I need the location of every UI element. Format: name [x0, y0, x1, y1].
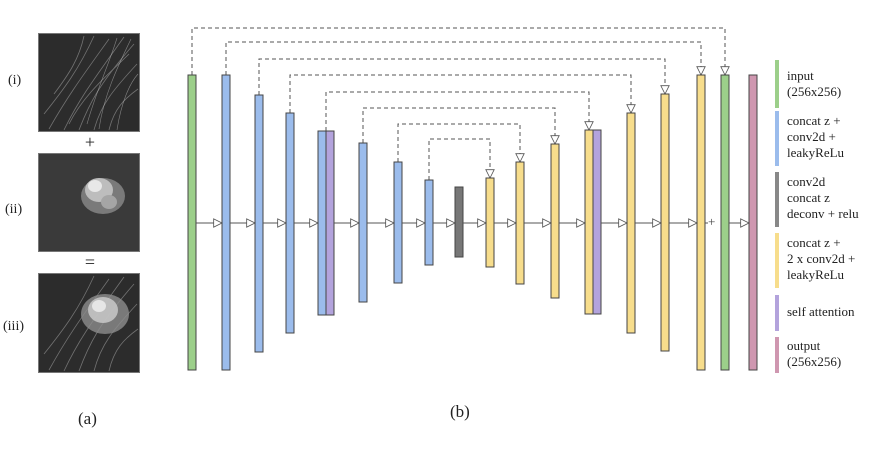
panel-a-caption: (a)	[78, 409, 97, 428]
legend-label-input: input (256x256)	[787, 68, 842, 99]
legend-swatch-attention	[775, 295, 779, 331]
output-block	[748, 74, 758, 371]
legend-swatch-decoder	[775, 233, 779, 288]
legend-label-output: output (256x256)	[787, 338, 842, 369]
merged-input-block	[720, 74, 730, 371]
skip-connection	[225, 41, 701, 75]
legend-label-bottleneck: conv2d concat z deconv + relu	[787, 174, 859, 221]
encoder-block-7	[424, 179, 434, 266]
decoder-block-6	[660, 93, 670, 352]
skip-connection	[397, 123, 520, 162]
legend-label-encoder: concat z + conv2d + leakyReLu	[787, 113, 845, 160]
bottleneck-block	[454, 186, 464, 258]
encoder-block-2	[254, 94, 264, 353]
skip-connection	[362, 107, 555, 144]
skip-connection	[428, 138, 490, 180]
encoder-block-1	[221, 74, 231, 371]
encoder-block-4	[317, 130, 327, 316]
encoder-block-6	[393, 161, 403, 284]
row-label-ii: (ii)	[5, 202, 23, 217]
encoder-block-5	[358, 142, 368, 303]
legend-label-attention: self attention	[787, 304, 855, 319]
encoder-block-4-self-attention	[325, 130, 335, 316]
skip-connection	[258, 58, 665, 95]
decoder-block-4-self-attention	[592, 129, 602, 315]
decoder-block-3	[550, 143, 560, 299]
mammogram-image	[38, 33, 140, 132]
decoder-block-2	[515, 161, 525, 285]
row-label-iii: (iii)	[3, 319, 24, 334]
skip-connection	[325, 91, 589, 131]
input-block	[187, 74, 197, 371]
row-label-i: (i)	[8, 73, 22, 88]
equals-symbol: =	[84, 252, 96, 272]
decoder-block-5	[626, 112, 636, 334]
decoder-block-7	[696, 74, 706, 371]
legend-swatch-output	[775, 337, 779, 373]
plus-symbol: +	[84, 132, 96, 152]
composite-image	[38, 273, 140, 373]
legend-swatch-encoder	[775, 111, 779, 166]
merge-plus-symbol: +	[708, 214, 716, 229]
skip-connection	[289, 74, 631, 113]
legend-swatch-input	[775, 60, 779, 108]
panel-b-caption: (b)	[450, 402, 470, 421]
decoder-block-4	[584, 129, 594, 315]
encoder-block-3	[285, 112, 295, 334]
legend-label-decoder: concat z + 2 x conv2d + leakyReLu	[787, 235, 856, 282]
legend-swatch-bottleneck	[775, 172, 779, 227]
decoder-block-1	[485, 177, 495, 268]
lesion-image	[38, 153, 140, 252]
skip-connection	[191, 27, 725, 75]
